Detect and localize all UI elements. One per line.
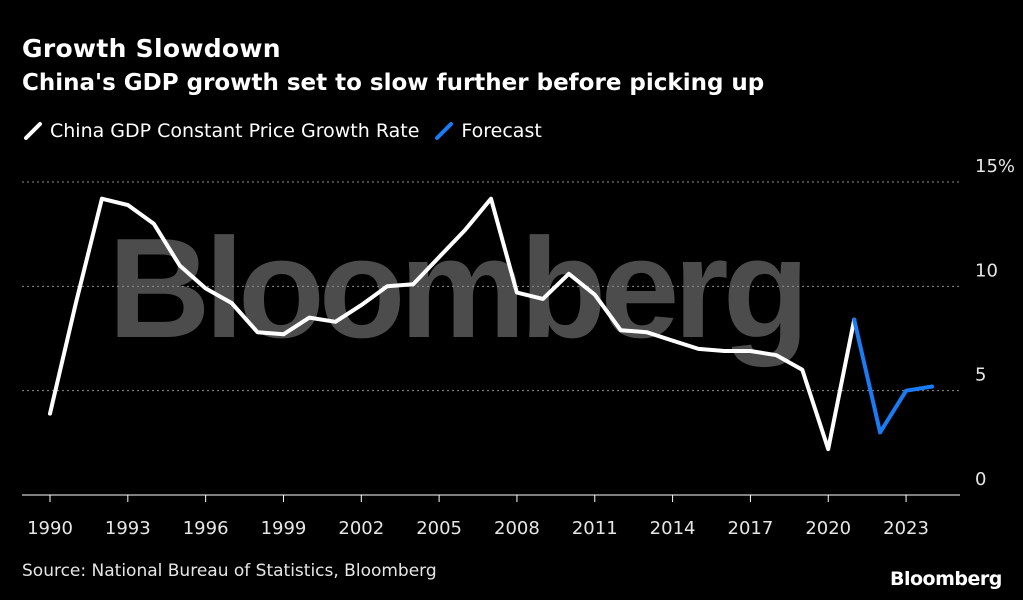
- legend: China GDP Constant Price Growth Rate For…: [22, 120, 556, 142]
- y-tick-label: 0: [975, 469, 986, 490]
- chart-subtitle: China's GDP growth set to slow further b…: [22, 70, 765, 96]
- x-tick-label: 1990: [27, 518, 73, 539]
- x-tick-label: 1996: [183, 518, 229, 539]
- series-lines: [48, 196, 934, 452]
- y-tick-label: 10: [975, 260, 998, 281]
- x-tick-label: 2017: [728, 518, 774, 539]
- x-tick-label: 2008: [494, 518, 540, 539]
- x-tick-label: 1993: [105, 518, 151, 539]
- x-tick-label: 2023: [883, 518, 929, 539]
- y-tick-label: 5: [975, 365, 986, 386]
- y-tick-label: 15%: [975, 156, 1015, 177]
- bloomberg-logo: Bloomberg: [890, 568, 1002, 590]
- x-tick-label: 2020: [805, 518, 851, 539]
- x-axis: 1990 1993 1996 1999 2002 2005 2008 2011 2014 2017…: [22, 494, 960, 539]
- x-tick-label: 2005: [416, 518, 462, 539]
- series-line-actual: [48, 196, 857, 452]
- x-tick-label: 1999: [261, 518, 307, 539]
- series-line-forecast: [852, 317, 934, 435]
- x-tick-label: 2014: [650, 518, 696, 539]
- legend-item-forecast: Forecast: [433, 120, 542, 142]
- legend-label-forecast: Forecast: [461, 120, 542, 142]
- bloomberg-watermark: Bloomberg: [108, 209, 809, 368]
- source-note: Source: National Bureau of Statistics, B…: [22, 561, 437, 581]
- grid-lines: [22, 181, 960, 392]
- x-tick-label: 2011: [572, 518, 618, 539]
- chart-title: Growth Slowdown: [22, 34, 281, 63]
- legend-item-actual: China GDP Constant Price Growth Rate: [22, 120, 419, 142]
- y-axis-ticks: 0 5 10 15%: [975, 156, 1015, 490]
- legend-line-icon: [24, 122, 42, 140]
- x-tick-label: 2002: [338, 518, 384, 539]
- legend-label-actual: China GDP Constant Price Growth Rate: [50, 120, 420, 142]
- legend-line-icon: [435, 122, 454, 140]
